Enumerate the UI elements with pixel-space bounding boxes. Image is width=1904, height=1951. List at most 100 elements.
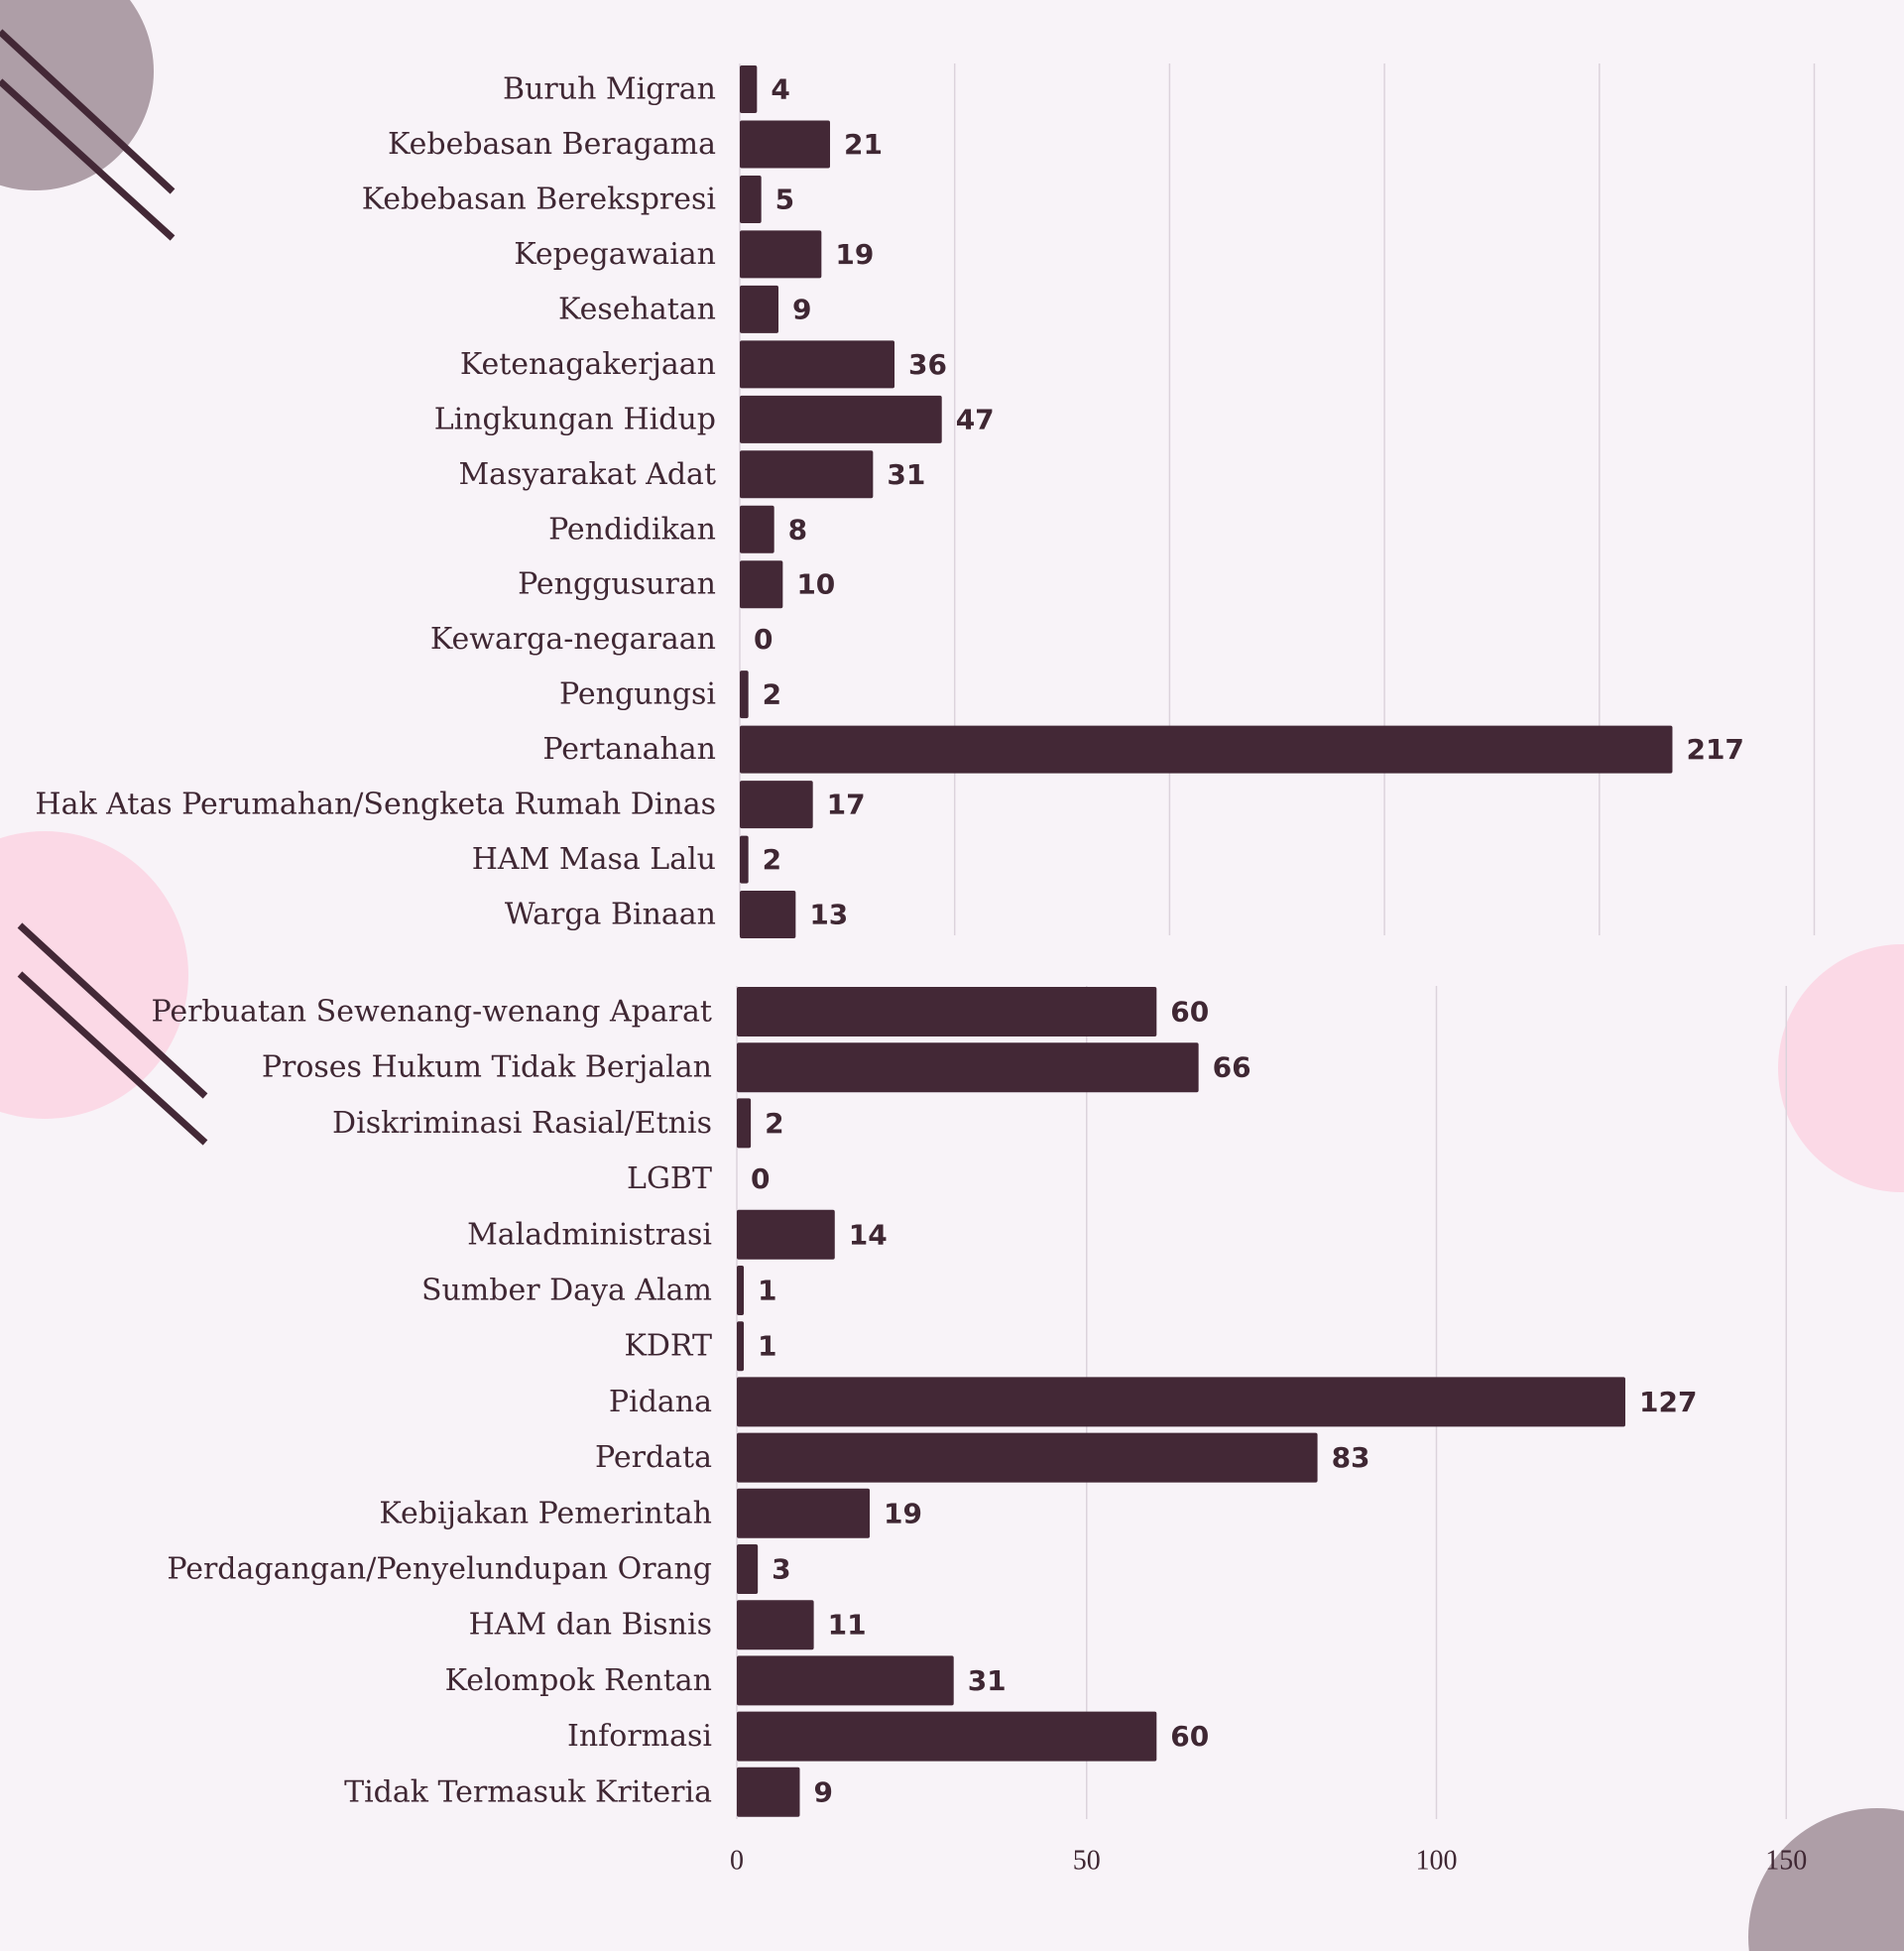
bar bbox=[740, 671, 749, 719]
category-label: Hak Atas Perumahan/Sengketa Rumah Dinas bbox=[35, 788, 716, 822]
bar bbox=[740, 65, 758, 113]
category-label: Ketenagakerjaan bbox=[460, 347, 716, 382]
data-label: 2 bbox=[763, 843, 781, 876]
tick-label: 100 bbox=[1416, 1846, 1458, 1877]
bar bbox=[737, 1767, 800, 1817]
bar bbox=[740, 835, 749, 884]
bar bbox=[740, 560, 783, 609]
bar bbox=[737, 1042, 1199, 1093]
decor-circle-bottom-right bbox=[1748, 1808, 1904, 1951]
category-label: Masyarakat Adat bbox=[458, 457, 716, 492]
category-label: Perdagangan/Penyelundupan Orang bbox=[167, 1552, 712, 1587]
data-label: 60 bbox=[1170, 1720, 1209, 1753]
category-label: Pidana bbox=[609, 1385, 712, 1419]
category-label: Proses Hukum Tidak Berjalan bbox=[262, 1050, 712, 1085]
category-label: LGBT bbox=[627, 1161, 712, 1196]
category-label: Perbuatan Sewenang-wenang Aparat bbox=[152, 995, 713, 1030]
category-label: Kesehatan bbox=[558, 292, 716, 326]
decor-stripe bbox=[0, 78, 176, 241]
category-label: Kewarga-negaraan bbox=[430, 622, 716, 657]
category-label: HAM dan Bisnis bbox=[469, 1608, 712, 1643]
category-label: Pengungsi bbox=[559, 677, 716, 712]
category-label: Maladministrasi bbox=[467, 1217, 712, 1252]
data-label: 31 bbox=[887, 458, 925, 491]
data-label: 9 bbox=[792, 293, 811, 325]
data-label: 127 bbox=[1639, 1386, 1697, 1418]
data-label: 3 bbox=[772, 1553, 790, 1586]
bar bbox=[737, 1098, 752, 1149]
data-label: 13 bbox=[809, 899, 848, 931]
bar bbox=[737, 1321, 745, 1372]
category-label: Tidak Termasuk Kriteria bbox=[344, 1774, 712, 1809]
bar bbox=[737, 1377, 1625, 1427]
data-label: 19 bbox=[835, 238, 874, 271]
data-label: 66 bbox=[1213, 1051, 1251, 1084]
data-label: 8 bbox=[788, 513, 807, 546]
bar bbox=[740, 120, 831, 169]
data-label: 2 bbox=[763, 678, 781, 711]
bar bbox=[740, 891, 796, 939]
decor-circle-left-pink bbox=[0, 831, 188, 1119]
category-label: Diskriminasi Rasial/Etnis bbox=[332, 1106, 712, 1141]
data-label: 2 bbox=[765, 1107, 783, 1140]
data-label: 10 bbox=[796, 568, 835, 601]
category-label: Kelompok Rentan bbox=[445, 1663, 712, 1698]
data-label: 60 bbox=[1170, 996, 1209, 1029]
data-label: 1 bbox=[758, 1330, 776, 1363]
bar bbox=[737, 1600, 814, 1650]
chart-top: Buruh Migran 4 Kebebasan Beragama 21 Kebebas… bbox=[35, 63, 1816, 939]
bar bbox=[740, 781, 813, 829]
data-label: 0 bbox=[751, 1162, 770, 1195]
category-label: Penggusuran bbox=[518, 567, 716, 602]
decor-stripe bbox=[17, 971, 208, 1146]
category-label: HAM Masa Lalu bbox=[472, 842, 716, 877]
bar bbox=[740, 285, 779, 333]
data-label: 11 bbox=[828, 1609, 867, 1642]
bar bbox=[740, 725, 1673, 774]
bar bbox=[737, 987, 1157, 1036]
bar bbox=[740, 450, 874, 499]
decor-stripe bbox=[0, 29, 176, 194]
category-label: Buruh Migran bbox=[503, 72, 716, 107]
bar bbox=[737, 1209, 835, 1260]
data-label: 217 bbox=[1686, 733, 1743, 766]
category-label: Sumber Daya Alam bbox=[421, 1274, 712, 1308]
chart-bottom: Perbuatan Sewenang-wenang Aparat 60 Proses… bbox=[152, 986, 1807, 1877]
data-label: 19 bbox=[884, 1497, 922, 1529]
data-label: 47 bbox=[956, 403, 995, 435]
bar bbox=[740, 505, 774, 553]
data-label: 14 bbox=[849, 1218, 888, 1251]
bar bbox=[740, 175, 762, 223]
data-label: 1 bbox=[758, 1275, 776, 1307]
tick-label: 50 bbox=[1073, 1846, 1101, 1877]
bar bbox=[737, 1266, 745, 1315]
data-label: 31 bbox=[968, 1664, 1007, 1697]
category-label: Pendidikan bbox=[548, 512, 716, 547]
bar bbox=[740, 340, 895, 389]
category-label: Lingkungan Hidup bbox=[434, 402, 716, 436]
data-label: 36 bbox=[908, 348, 947, 381]
decor-circle-top-left bbox=[0, 0, 154, 190]
category-label: KDRT bbox=[624, 1329, 712, 1364]
data-label: 0 bbox=[754, 623, 773, 656]
bar bbox=[737, 1711, 1157, 1762]
category-label: Kebebasan Beragama bbox=[388, 127, 716, 162]
category-label: Warga Binaan bbox=[505, 898, 716, 932]
category-label: Pertanahan bbox=[542, 732, 716, 767]
data-label: 17 bbox=[827, 789, 866, 821]
bar bbox=[737, 1544, 759, 1594]
data-label: 4 bbox=[771, 73, 789, 106]
bar bbox=[740, 395, 942, 443]
data-label: 21 bbox=[844, 128, 883, 161]
decor-stripe bbox=[17, 922, 208, 1099]
category-label: Kebebasan Berekspresi bbox=[362, 182, 716, 216]
data-label: 5 bbox=[775, 183, 794, 215]
category-label: Informasi bbox=[567, 1719, 712, 1754]
data-label: 83 bbox=[1332, 1441, 1370, 1474]
tick-label: 0 bbox=[730, 1846, 744, 1877]
category-label: Kepegawaian bbox=[514, 237, 716, 272]
bar bbox=[737, 1655, 954, 1706]
category-label: Kebijakan Pemerintah bbox=[379, 1496, 712, 1530]
